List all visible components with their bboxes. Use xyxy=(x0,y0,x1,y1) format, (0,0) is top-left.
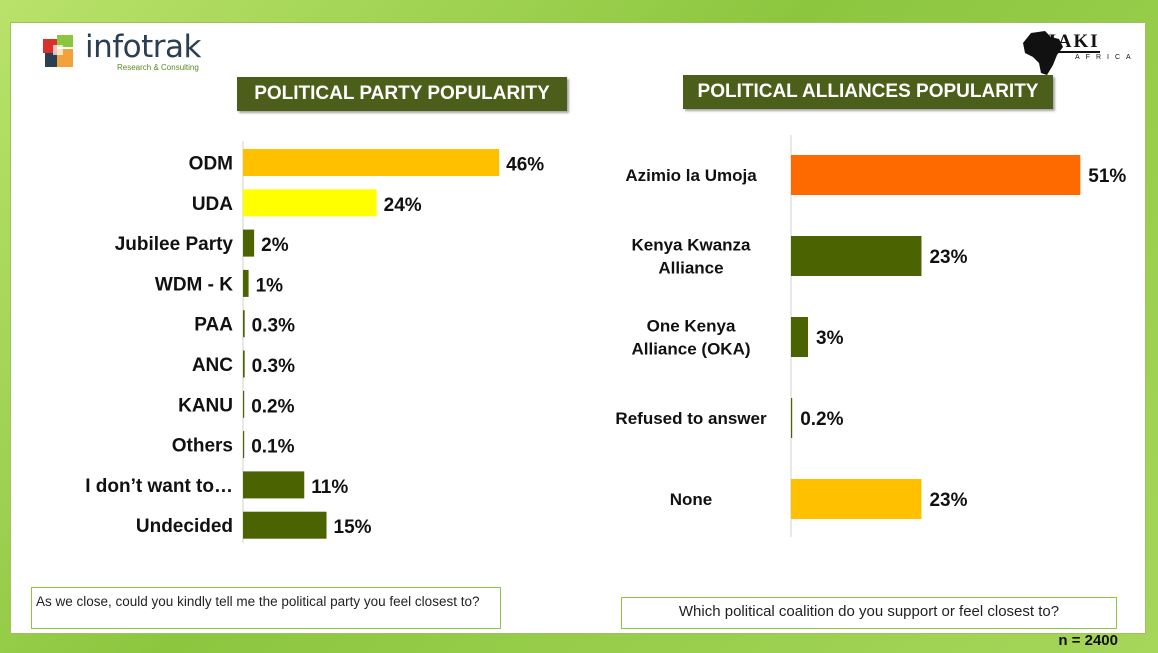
alliance-category-label: Refused to answer xyxy=(615,409,767,428)
party-bar-kanu xyxy=(243,390,245,418)
party-category-label: KANU xyxy=(178,395,233,416)
alliance-chart-title: POLITICAL ALLIANCES POPULARITY xyxy=(683,75,1053,109)
party-category-label: UDA xyxy=(192,194,233,215)
party-bar-wdm-k xyxy=(243,269,249,297)
party-value-label: 24% xyxy=(384,195,422,216)
slide: infotrak Research & Consulting HAKI AFRI… xyxy=(10,22,1146,634)
party-category-label: Others xyxy=(172,436,233,457)
haki-logo-sub: AFRICA xyxy=(1075,54,1137,61)
party-category-label: ODM xyxy=(189,154,233,175)
party-bar-others xyxy=(243,431,245,459)
haki-africa-logo: HAKI AFRICA xyxy=(1019,27,1131,79)
infotrak-logo-name: infotrak xyxy=(85,29,202,65)
infotrak-logo-icon xyxy=(43,35,73,67)
party-category-label: PAA xyxy=(194,315,233,336)
party-value-label: 0.3% xyxy=(252,316,295,337)
alliance-category-label: Alliance xyxy=(658,259,723,278)
alliance-category-label: One Kenya xyxy=(647,317,736,336)
party-bar-paa xyxy=(243,310,245,338)
party-category-label: WDM - K xyxy=(155,274,233,295)
party-bar-uda xyxy=(243,189,377,217)
party-question-box: As we close, could you kindly tell me th… xyxy=(31,587,501,629)
alliance-category-label: Azimio la Umoja xyxy=(625,166,757,185)
infotrak-logo: infotrak Research & Consulting xyxy=(39,29,219,73)
alliance-category-label: Alliance (OKA) xyxy=(631,340,750,359)
party-category-label: Jubilee Party xyxy=(115,234,234,255)
party-value-label: 0.2% xyxy=(251,396,294,417)
party-chart-title: POLITICAL PARTY POPULARITY xyxy=(237,77,567,111)
alliance-category-label: Kenya Kwanza xyxy=(631,236,751,255)
haki-logo-name: HAKI xyxy=(1041,31,1100,53)
alliance-value-label: 0.2% xyxy=(800,409,843,430)
party-bar-anc xyxy=(243,350,245,378)
alliance-value-label: 3% xyxy=(816,328,844,349)
alliance-bar-azimio-la-umoja xyxy=(791,155,1081,195)
alliance-value-label: 23% xyxy=(929,247,967,268)
party-bar-odm xyxy=(243,149,500,176)
sample-size: n = 2400 xyxy=(1058,632,1118,649)
party-bar-jubilee-party xyxy=(243,229,255,257)
alliance-value-label: 51% xyxy=(1088,166,1126,187)
party-category-label: Undecided xyxy=(136,516,233,537)
party-category-label: ANC xyxy=(192,355,233,376)
africa-map-icon xyxy=(1023,31,1063,75)
party-popularity-chart: ODM 46% UDA 24% Jubilee Party 2% WDM - K 1% PAA 0… xyxy=(85,141,544,543)
party-bar-i-don-t-want-to xyxy=(243,471,305,499)
alliance-bar-kenya-kwanza-alliance xyxy=(791,236,922,276)
alliance-bar-refused-to-answer xyxy=(791,398,793,438)
party-category-label: I don’t want to… xyxy=(85,476,233,497)
charts-canvas: ODM 46% UDA 24% Jubilee Party 2% WDM - K 1% PAA 0… xyxy=(85,135,1126,543)
party-value-label: 46% xyxy=(506,155,544,176)
party-value-label: 15% xyxy=(334,517,372,538)
party-bar-undecided xyxy=(243,511,327,539)
alliance-bar-one-kenya-alliance-oka xyxy=(791,317,809,357)
party-value-label: 11% xyxy=(311,477,348,498)
alliance-value-label: 23% xyxy=(929,490,967,511)
alliance-bar-none xyxy=(791,479,922,519)
party-value-label: 0.1% xyxy=(251,437,294,458)
party-value-label: 1% xyxy=(256,275,284,296)
alliance-question-box: Which political coalition do you support… xyxy=(621,597,1117,629)
party-value-label: 0.3% xyxy=(252,356,295,377)
party-value-label: 2% xyxy=(261,235,289,256)
infotrak-logo-tagline: Research & Consulting xyxy=(117,63,199,72)
alliance-category-label: None xyxy=(670,490,713,509)
alliance-popularity-chart: Azimio la Umoja 51% Kenya Kwanza Alliance 23… xyxy=(615,135,1126,537)
